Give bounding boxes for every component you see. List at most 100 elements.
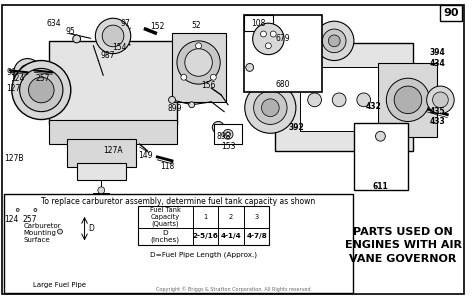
Bar xyxy=(67,139,136,167)
Circle shape xyxy=(95,18,131,54)
Text: 435: 435 xyxy=(429,107,445,116)
Circle shape xyxy=(57,229,63,234)
Circle shape xyxy=(73,35,81,43)
Text: 127B: 127B xyxy=(4,154,24,163)
Circle shape xyxy=(169,96,175,103)
Text: 127: 127 xyxy=(7,83,21,93)
Text: Large Fuel Pipe: Large Fuel Pipe xyxy=(34,282,86,288)
Text: 2-5/16: 2-5/16 xyxy=(192,234,219,239)
Bar xyxy=(49,120,177,144)
Text: 257: 257 xyxy=(35,74,49,83)
Bar xyxy=(77,163,126,181)
Circle shape xyxy=(261,31,266,37)
Text: 118: 118 xyxy=(160,162,174,171)
Text: 3: 3 xyxy=(255,214,259,220)
Circle shape xyxy=(226,132,230,137)
Text: 392: 392 xyxy=(288,123,304,132)
Circle shape xyxy=(19,65,36,80)
Text: 899: 899 xyxy=(168,104,182,113)
Circle shape xyxy=(322,29,346,53)
Text: 987: 987 xyxy=(101,51,115,60)
Text: 4-7/8: 4-7/8 xyxy=(246,234,267,239)
Circle shape xyxy=(34,208,37,211)
Circle shape xyxy=(332,93,346,107)
Text: 2: 2 xyxy=(229,214,233,220)
Circle shape xyxy=(246,63,254,71)
Text: 149: 149 xyxy=(138,151,153,160)
Text: 611: 611 xyxy=(373,182,388,191)
Text: 634: 634 xyxy=(47,19,61,28)
Text: 898: 898 xyxy=(217,132,231,141)
Text: 108: 108 xyxy=(251,19,266,28)
Text: 90: 90 xyxy=(444,8,459,18)
Text: Fuel Tank
Capacity
(Quarts): Fuel Tank Capacity (Quarts) xyxy=(150,207,181,227)
Circle shape xyxy=(16,208,19,211)
Circle shape xyxy=(265,43,271,49)
Text: Copyright © Briggs & Stratton Corporation. All Rights reserved: Copyright © Briggs & Stratton Corporatio… xyxy=(155,287,310,292)
Bar xyxy=(275,43,413,151)
Circle shape xyxy=(386,78,429,121)
Circle shape xyxy=(253,23,284,55)
Circle shape xyxy=(223,129,233,139)
Text: 394: 394 xyxy=(429,48,446,57)
Bar xyxy=(440,5,462,21)
Circle shape xyxy=(181,74,187,80)
Text: 153: 153 xyxy=(221,141,235,151)
Circle shape xyxy=(102,25,124,47)
Circle shape xyxy=(245,82,296,133)
Text: 152: 152 xyxy=(150,22,164,30)
Text: 257: 257 xyxy=(22,215,37,224)
Circle shape xyxy=(254,91,287,124)
Text: Carburetor
Mounting
Surface: Carburetor Mounting Surface xyxy=(24,222,61,242)
Bar xyxy=(137,206,269,245)
Bar xyxy=(378,63,438,137)
Circle shape xyxy=(357,93,371,107)
Text: D=Fuel Pipe Length (Approx.): D=Fuel Pipe Length (Approx.) xyxy=(150,251,257,258)
Circle shape xyxy=(28,77,54,103)
Circle shape xyxy=(215,124,221,130)
Circle shape xyxy=(427,86,454,114)
Text: 680: 680 xyxy=(276,80,291,89)
Circle shape xyxy=(196,43,201,49)
Bar xyxy=(244,15,322,92)
Text: 124: 124 xyxy=(5,215,19,224)
Circle shape xyxy=(210,74,216,80)
Circle shape xyxy=(433,92,448,108)
Circle shape xyxy=(12,60,71,120)
Circle shape xyxy=(308,93,321,107)
Text: D
(Inches): D (Inches) xyxy=(151,230,180,243)
Bar xyxy=(172,33,226,102)
Circle shape xyxy=(189,102,195,108)
Text: ENGINES WITH AIR: ENGINES WITH AIR xyxy=(345,240,462,250)
Text: VANE GOVERNOR: VANE GOVERNOR xyxy=(349,254,457,264)
Text: 96: 96 xyxy=(7,68,17,77)
Circle shape xyxy=(315,21,354,60)
Bar xyxy=(244,15,273,31)
Bar xyxy=(214,124,242,144)
Circle shape xyxy=(98,187,105,194)
Text: 433: 433 xyxy=(429,117,446,126)
Bar xyxy=(49,41,177,124)
Text: D: D xyxy=(89,224,94,233)
Circle shape xyxy=(14,59,41,86)
Text: 1: 1 xyxy=(203,214,208,220)
Circle shape xyxy=(328,35,340,47)
Text: 156: 156 xyxy=(201,81,216,90)
Bar xyxy=(354,123,408,190)
Text: PARTS USED ON: PARTS USED ON xyxy=(353,227,453,237)
Circle shape xyxy=(262,99,279,117)
Text: 154: 154 xyxy=(113,43,127,52)
Circle shape xyxy=(185,49,212,76)
Text: 97: 97 xyxy=(121,19,131,28)
Text: To replace carburetor assembly, determine fuel tank capacity as shown: To replace carburetor assembly, determin… xyxy=(41,197,316,206)
Bar xyxy=(300,67,378,131)
Text: 432: 432 xyxy=(366,102,382,111)
Circle shape xyxy=(394,86,422,114)
Text: 4-1/4: 4-1/4 xyxy=(221,234,241,239)
Text: 434: 434 xyxy=(429,59,446,68)
Circle shape xyxy=(270,31,276,37)
Text: 127A: 127A xyxy=(103,147,123,155)
Circle shape xyxy=(212,121,224,133)
Text: 679: 679 xyxy=(276,34,291,43)
Text: 52: 52 xyxy=(192,21,201,30)
